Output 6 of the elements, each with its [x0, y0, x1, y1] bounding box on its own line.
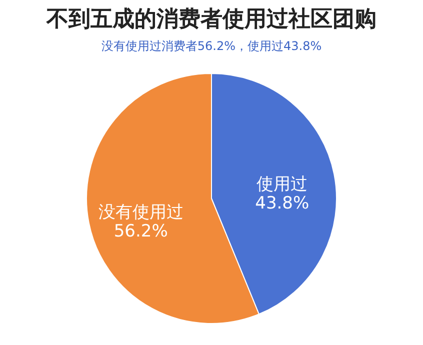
chart-subtitle: 没有使用过消费者56.2%，使用过43.8% — [101, 39, 322, 53]
chart-title: 不到五成的消费者使用过社区团购 — [46, 7, 376, 32]
slice-label: 没有使用过 — [98, 202, 184, 222]
slice-label: 使用过 — [256, 174, 308, 195]
data-label: 56.2% — [114, 221, 168, 242]
data-label: 43.8% — [255, 194, 310, 214]
